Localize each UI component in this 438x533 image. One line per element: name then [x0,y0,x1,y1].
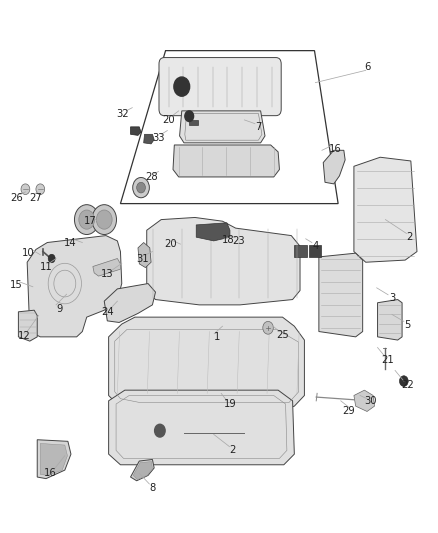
Text: 18: 18 [222,235,234,245]
Circle shape [185,111,194,122]
Polygon shape [131,127,141,135]
Text: 6: 6 [365,62,371,71]
Text: 32: 32 [117,109,129,118]
Polygon shape [138,243,151,268]
Text: 27: 27 [29,193,42,203]
Text: 21: 21 [381,355,394,365]
Text: 2: 2 [229,446,235,455]
Text: 9: 9 [56,304,62,314]
Text: 33: 33 [152,133,165,142]
Text: 2: 2 [406,232,413,242]
Text: 14: 14 [64,238,76,247]
Text: 7: 7 [255,122,261,132]
Polygon shape [180,111,265,143]
Text: 5: 5 [404,320,410,330]
Text: 1: 1 [214,332,220,342]
Polygon shape [37,440,71,479]
Text: 11: 11 [39,262,53,271]
Text: 3: 3 [389,294,395,303]
Polygon shape [109,317,304,413]
Text: 20: 20 [165,239,177,249]
Bar [294,245,307,257]
Text: 30: 30 [364,396,376,406]
Text: 10: 10 [22,248,35,258]
Text: 23: 23 [233,236,245,246]
Text: 25: 25 [276,330,289,340]
Text: 26: 26 [10,193,23,203]
Polygon shape [104,284,155,322]
Text: 22: 22 [401,380,414,390]
Polygon shape [93,259,120,276]
Polygon shape [378,300,402,340]
Circle shape [133,177,149,198]
Circle shape [21,184,30,195]
Polygon shape [196,223,230,241]
Text: 16: 16 [44,469,57,478]
Polygon shape [144,134,154,144]
Polygon shape [133,462,152,480]
Circle shape [74,205,99,235]
Circle shape [36,184,45,195]
Polygon shape [109,390,294,465]
Polygon shape [323,150,345,184]
Circle shape [174,77,190,96]
Text: 16: 16 [328,144,342,154]
Bar [189,120,198,125]
Text: 31: 31 [136,254,148,263]
Polygon shape [147,217,300,305]
Circle shape [263,321,273,334]
Polygon shape [319,253,363,337]
Circle shape [96,210,112,229]
Text: 17: 17 [83,216,96,226]
Polygon shape [18,310,37,341]
Circle shape [48,254,55,263]
Text: 4: 4 [312,241,318,251]
Circle shape [79,210,95,229]
Text: 12: 12 [18,331,31,341]
Polygon shape [354,390,374,411]
Text: 24: 24 [101,307,113,317]
Polygon shape [354,157,417,262]
Bar [309,245,321,257]
Circle shape [155,424,165,437]
Polygon shape [131,459,154,481]
Text: 19: 19 [223,399,237,409]
Text: 8: 8 [149,483,155,492]
Circle shape [399,376,408,386]
Text: 28: 28 [145,172,157,182]
Polygon shape [40,443,67,475]
Text: 20: 20 [162,115,175,125]
Text: 29: 29 [342,407,355,416]
Circle shape [137,182,145,193]
Text: 13: 13 [101,270,113,279]
Text: 15: 15 [10,280,23,290]
Circle shape [92,205,117,235]
FancyBboxPatch shape [159,58,281,116]
Polygon shape [27,236,122,337]
Polygon shape [173,145,279,177]
